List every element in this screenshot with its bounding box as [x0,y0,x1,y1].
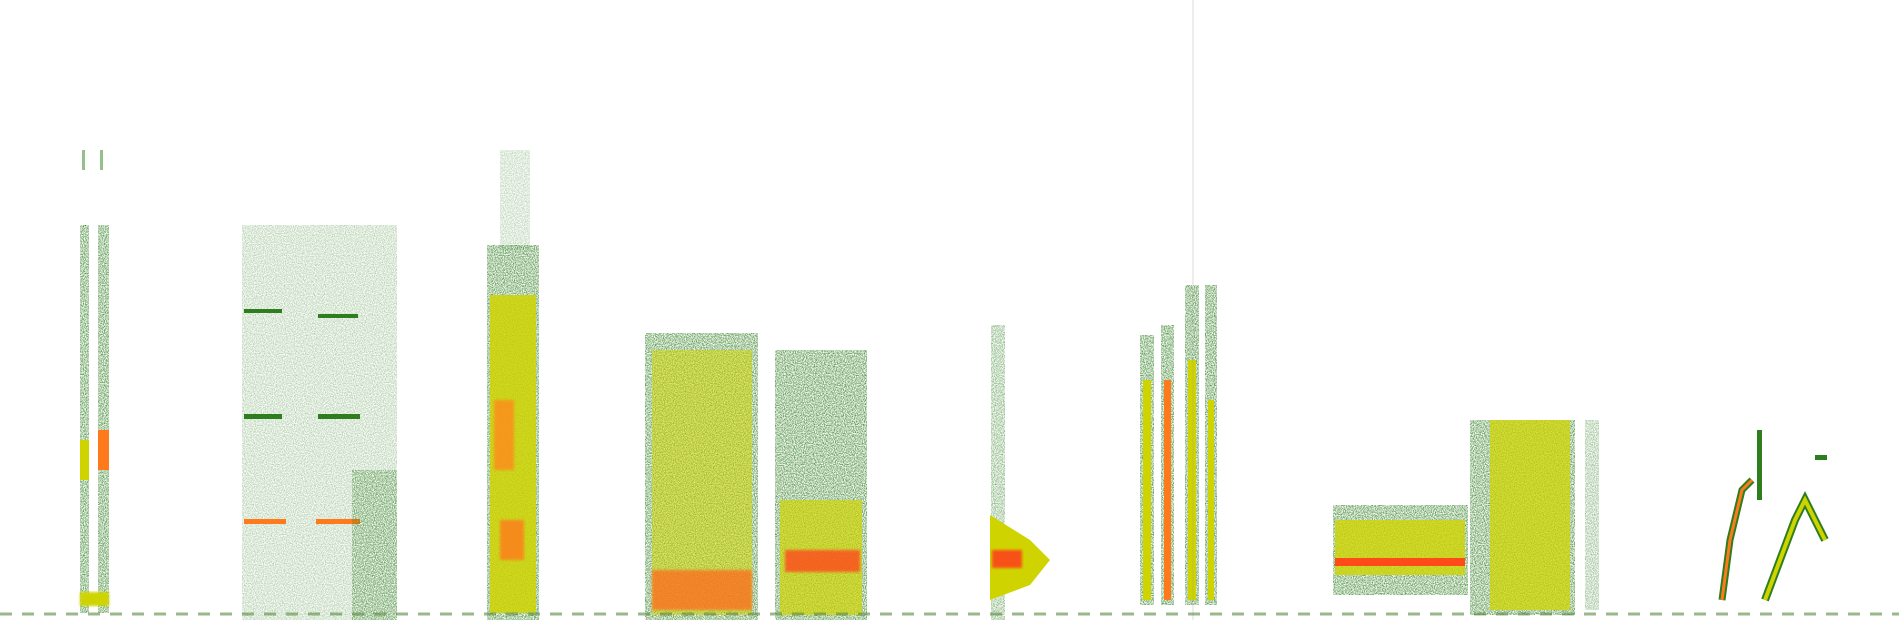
seg7-band-hot [1335,558,1465,566]
seg6-pulse-3-core [1188,360,1196,600]
seg4-block-b-hot [785,550,860,572]
seg2-dense [352,470,397,620]
segment-5-narrow-burst [990,325,1050,620]
seg8-sweep-2-core [1763,495,1827,601]
segment-1-vertical-stacks [80,150,109,613]
seg7-band-core [1335,520,1465,575]
seg5-hot [992,550,1022,568]
seg6-pulse-1-core [1143,380,1151,600]
seg8-tick-2 [1815,455,1827,460]
seg1-col-b [98,225,109,613]
segment-8-sweeps [1718,430,1829,602]
seg7-grid-side [1585,420,1599,610]
seg7-grid-core [1490,420,1570,610]
seg8-sweep-1-core [1720,478,1754,601]
seg3-hot-1 [494,400,514,470]
segment-4-block-pair [645,333,867,620]
seg2-tone-3 [244,414,282,419]
seg1-col-a [80,225,89,613]
seg6-pulse-2-core [1164,380,1171,600]
seg6-pulse-4-core [1208,400,1214,600]
seg1-wisp-2 [100,150,103,170]
seg2-tone-2 [318,314,358,318]
seg1-hot-b [98,430,109,470]
seg1-wisp [82,150,85,170]
seg1-hot-a [80,440,89,480]
seg3-hot-2 [500,520,524,560]
segment-7-banded-grid [1333,420,1599,615]
segment-2-horizontal-tones [242,225,397,620]
seg4-block-a-hot [652,570,752,610]
seg8-tick [1757,430,1762,500]
seg2-tone-1 [244,309,282,313]
seg2-tone-6 [316,519,360,524]
seg3-top-wisp [500,150,530,250]
seg1-base [80,592,109,606]
segment-6-vertical-pulses [1140,0,1217,620]
segment-3-tall-column [487,150,539,620]
seg2-tone-4 [318,414,360,419]
seg2-tone-5 [244,519,286,524]
